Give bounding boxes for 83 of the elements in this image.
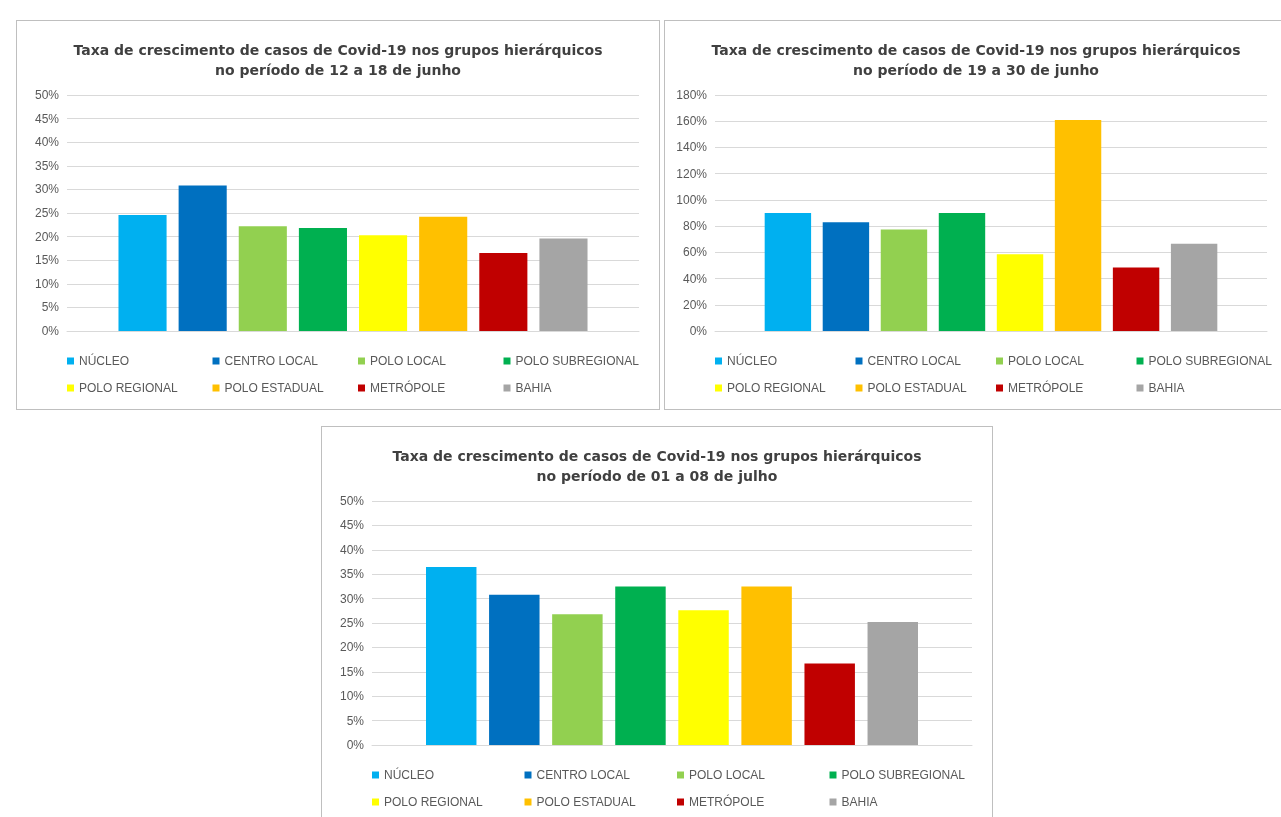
y-tick-label: 20% [34,229,60,244]
bar [804,663,855,745]
bar [479,253,528,331]
bar [938,213,986,331]
bar [426,566,477,745]
legend-label: POLO LOCAL [689,768,766,782]
y-tick-label: 160% [676,114,708,129]
legend-label: CENTRO LOCAL [536,768,631,782]
legend-label: NÚCLEO [384,767,435,782]
y-tick-label: 0% [41,324,60,338]
bar [615,586,666,745]
bar [867,622,918,745]
bar [1112,267,1160,331]
legend-label: NÚCLEO [727,353,778,368]
legend-label: POLO REGIONAL [727,381,827,395]
y-tick-label: 40% [682,271,708,286]
legend-label: BAHIA [841,795,878,809]
bar [539,238,588,331]
y-tick-label: 15% [34,253,60,268]
chart-title: Taxa de crescimento de casos de Covid-19 nos grupos hierárquicos no período de 01 a 08 de julho [392,448,922,484]
y-tick-label: 100% [676,192,708,207]
bar [178,185,227,331]
bar [419,216,468,331]
bar [1054,119,1102,331]
y-tick-label: 25% [339,616,365,630]
y-tick-label: 10% [34,276,60,291]
y-tick-label: 40% [34,135,60,150]
y-tick-label: 0% [346,738,365,752]
y-tick-label: 5% [346,713,365,728]
legend-label: POLO SUBREGIONAL [1148,354,1273,368]
y-tick-label: 35% [339,567,365,582]
y-tick-label: 120% [676,166,708,181]
bar [996,254,1044,331]
legend-label: POLO ESTADUAL [536,795,636,809]
bar [1170,243,1218,331]
bar [489,594,540,745]
legend-label: NÚCLEO [79,353,130,368]
bar [298,228,347,331]
y-tick-label: 60% [682,245,708,260]
bar [238,226,287,331]
y-tick-label: 80% [682,219,708,234]
bar [764,213,812,331]
legend-label: BAHIA [515,381,552,395]
legend-label: BAHIA [1148,381,1185,395]
y-tick-label: 10% [339,689,365,704]
legend-label: POLO LOCAL [370,354,447,368]
legend-label: POLO REGIONAL [384,795,484,809]
bar [552,614,603,745]
bar [678,610,729,745]
y-tick-label: 45% [34,111,60,126]
y-tick-label: 40% [339,542,365,557]
y-tick-label: 50% [339,494,365,508]
legend-label: POLO REGIONAL [79,381,179,395]
chart-title: Taxa de crescimento de casos de Covid-19 nos grupos hierárquicos no período de 19 a 30 de junho [711,42,1241,78]
y-tick-label: 30% [339,591,365,606]
bar [822,222,870,331]
legend-label: CENTRO LOCAL [867,354,962,368]
y-tick-label: 35% [34,158,60,173]
legend-label: POLO SUBREGIONAL [515,354,640,368]
y-tick-label: 20% [339,640,365,655]
bar [118,214,167,331]
y-tick-label: 140% [676,140,708,155]
y-tick-label: 180% [676,88,708,102]
y-tick-label: 45% [339,518,365,533]
legend-label: POLO SUBREGIONAL [841,768,966,782]
y-tick-label: 20% [682,297,708,312]
legend-label: METRÓPOLE [370,380,446,395]
y-tick-label: 25% [34,206,60,220]
chart-title: Taxa de crescimento de casos de Covid-19 nos grupos hierárquicos no período de 12 a 18 de junho [73,42,603,78]
y-tick-label: 5% [41,300,60,315]
bar [880,229,928,331]
legend-label: CENTRO LOCAL [224,354,319,368]
legend-label: METRÓPOLE [689,794,765,809]
y-tick-label: 15% [339,664,365,679]
y-tick-label: 30% [34,182,60,197]
legend-label: METRÓPOLE [1008,380,1084,395]
legend-label: POLO ESTADUAL [867,381,967,395]
y-tick-label: 50% [34,88,60,102]
bar [359,235,408,331]
y-tick-label: 0% [689,324,708,338]
bar [741,586,792,745]
legend-label: POLO ESTADUAL [224,381,324,395]
legend-label: POLO LOCAL [1008,354,1085,368]
